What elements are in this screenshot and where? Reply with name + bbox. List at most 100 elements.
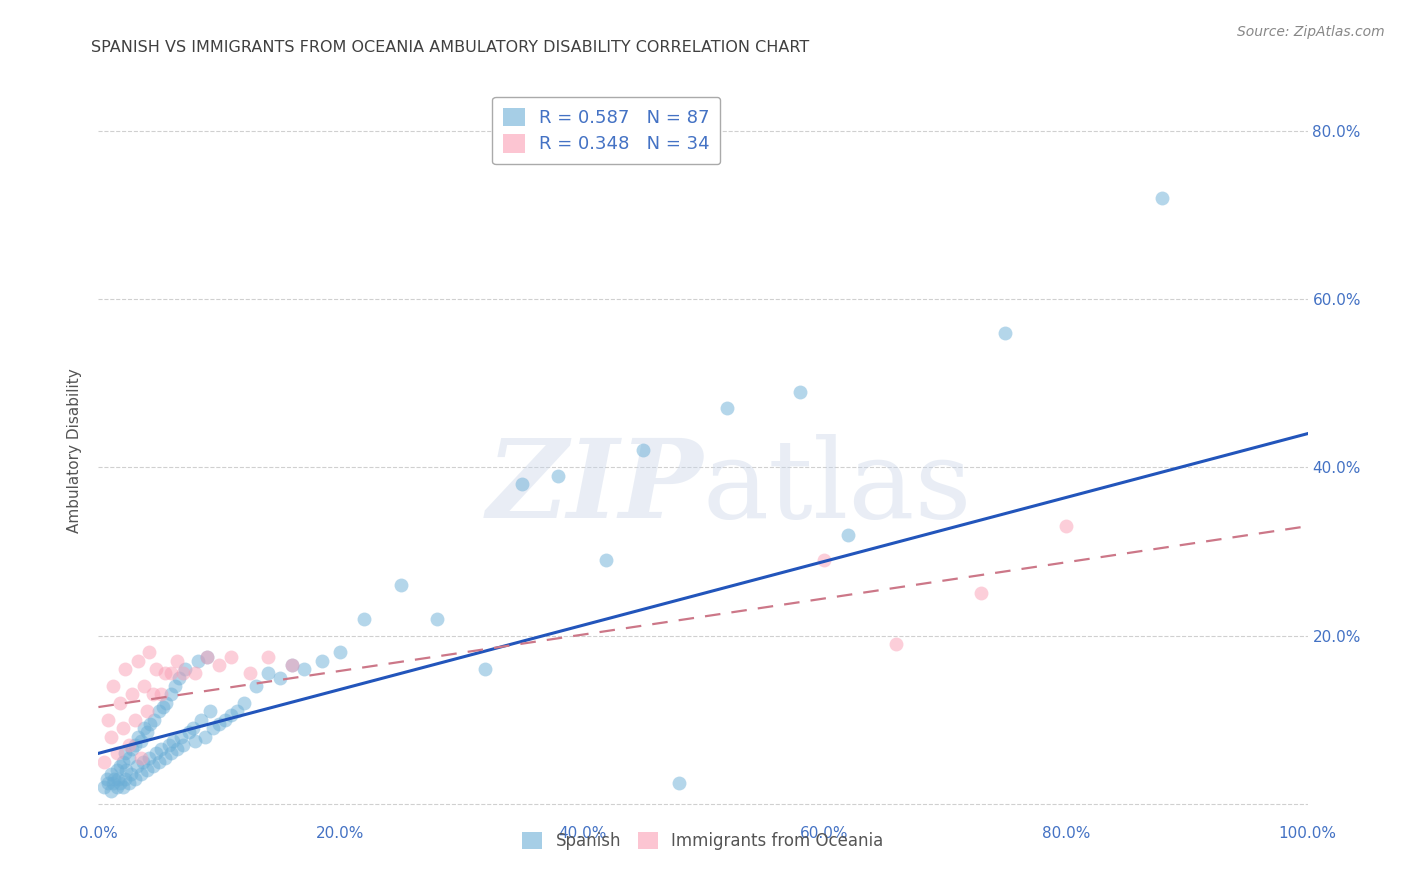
Point [256,666,278,681]
Point [105,747,128,761]
Point [124,713,146,727]
Point [135,704,157,718]
Point [97,776,120,790]
Point [166,742,188,756]
Point [184,733,207,747]
Point [127,654,149,668]
Point [281,658,304,673]
Point [150,742,173,756]
Point [789,384,811,399]
Point [145,662,167,676]
Point [184,666,207,681]
Point [142,759,165,773]
Point [108,759,131,773]
Point [194,730,217,744]
Point [172,666,194,681]
Point [135,725,157,739]
Point [547,468,569,483]
Point [245,679,267,693]
Point [97,713,120,727]
Point [221,649,243,664]
Point [145,747,167,761]
Point [118,776,141,790]
Point [668,776,690,790]
Point [174,662,197,676]
Point [93,755,115,769]
Point [150,688,173,702]
Point [208,658,231,673]
Point [994,326,1017,340]
Point [160,747,183,761]
Point [221,708,243,723]
Point [138,750,160,764]
Point [121,742,143,756]
Point [208,717,231,731]
Point [148,704,170,718]
Point [198,704,221,718]
Point [101,776,124,790]
Point [160,688,183,702]
Point [311,654,333,668]
Point [190,713,212,727]
Text: SPANISH VS IMMIGRANTS FROM OCEANIA AMBULATORY DISABILITY CORRELATION CHART: SPANISH VS IMMIGRANTS FROM OCEANIA AMBUL… [91,40,810,55]
Text: atlas: atlas [703,434,973,541]
Point [510,477,533,491]
Point [124,738,146,752]
Point [134,721,156,735]
Point [129,733,152,747]
Point [138,645,160,659]
Point [142,688,165,702]
Point [813,553,835,567]
Point [134,679,156,693]
Text: Source: ZipAtlas.com: Source: ZipAtlas.com [1237,25,1385,39]
Point [108,776,131,790]
Point [292,662,315,676]
Point [160,666,183,681]
Point [716,401,738,416]
Point [239,666,262,681]
Point [105,780,128,794]
Point [111,755,134,769]
Point [329,645,352,659]
Point [163,679,186,693]
Point [232,696,254,710]
Point [595,553,617,567]
Point [101,679,124,693]
Point [114,747,136,761]
Point [132,755,155,769]
Point [281,658,304,673]
Point [152,700,174,714]
Point [143,713,166,727]
Point [886,637,908,651]
Point [195,649,218,664]
Point [135,763,157,777]
Point [172,738,194,752]
Point [1054,519,1077,533]
Point [105,763,128,777]
Point [107,772,129,786]
Point [96,772,118,786]
Point [153,750,176,764]
Point [115,763,138,777]
Point [269,671,291,685]
Point [100,767,122,781]
Point [169,730,191,744]
Point [169,671,191,685]
Point [389,578,412,592]
Point [837,527,859,541]
Point [426,612,449,626]
Point [100,730,122,744]
Point [111,780,134,794]
Point [631,443,654,458]
Point [187,654,209,668]
Point [226,704,249,718]
Point [157,738,180,752]
Point [256,649,278,664]
Point [195,649,218,664]
Point [114,662,136,676]
Point [127,730,149,744]
Point [108,696,131,710]
Point [202,721,225,735]
Point [179,725,201,739]
Point [162,733,184,747]
